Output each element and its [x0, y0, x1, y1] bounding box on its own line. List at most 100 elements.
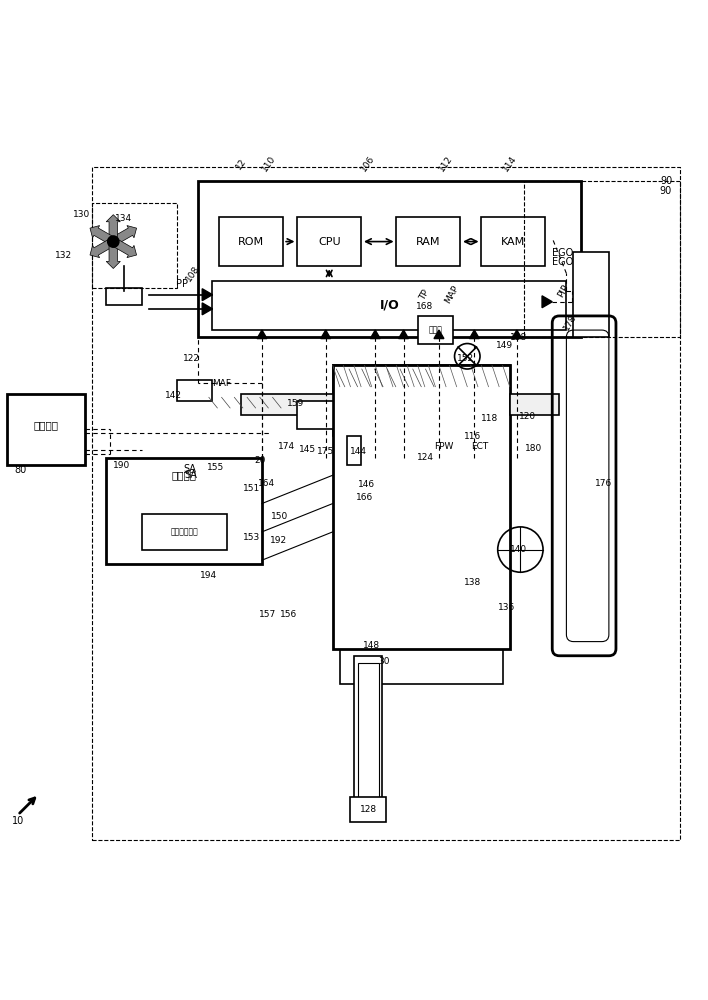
FancyArrow shape: [111, 238, 137, 258]
Text: EGO: EGO: [552, 248, 573, 258]
Text: 158: 158: [510, 333, 527, 342]
Text: 145: 145: [299, 445, 316, 454]
Bar: [219, 217, 283, 266]
Bar: [573, 252, 609, 337]
Text: FPW: FPW: [434, 442, 454, 451]
Text: 116: 116: [464, 432, 481, 441]
Text: 128: 128: [360, 805, 377, 814]
Text: 118: 118: [481, 414, 498, 423]
Polygon shape: [202, 303, 212, 315]
Text: ROM: ROM: [239, 237, 264, 247]
Text: 20: 20: [255, 456, 266, 465]
Text: 192: 192: [270, 536, 287, 545]
Polygon shape: [202, 289, 212, 301]
Polygon shape: [512, 330, 522, 339]
Text: 点火系统: 点火系统: [171, 470, 197, 480]
Bar: [198, 181, 581, 337]
Text: 10: 10: [11, 816, 24, 826]
Text: 140: 140: [510, 545, 527, 554]
Bar: [333, 365, 510, 649]
Text: SA: SA: [183, 464, 196, 474]
Bar: [358, 663, 379, 801]
Text: 190: 190: [113, 461, 130, 470]
Text: 12: 12: [234, 156, 248, 171]
Bar: [350, 797, 386, 822]
Polygon shape: [257, 330, 267, 339]
Bar: [106, 288, 142, 305]
Bar: [396, 217, 460, 266]
Text: PP: PP: [176, 279, 188, 289]
Bar: [347, 436, 361, 465]
Text: 108: 108: [185, 264, 202, 283]
Bar: [7, 394, 85, 465]
FancyArrow shape: [90, 226, 115, 245]
Text: 149: 149: [496, 341, 513, 350]
Bar: [481, 217, 545, 266]
Text: 155: 155: [207, 463, 224, 472]
Text: 90: 90: [659, 186, 671, 196]
Text: 176: 176: [595, 479, 612, 488]
Text: 194: 194: [200, 571, 217, 580]
Polygon shape: [469, 330, 479, 339]
Text: 168: 168: [416, 302, 433, 311]
Bar: [510, 394, 559, 415]
Text: ECT: ECT: [471, 442, 488, 451]
Bar: [418, 316, 453, 344]
Circle shape: [108, 236, 119, 247]
Text: SA: SA: [185, 470, 198, 480]
Text: 175: 175: [317, 447, 334, 456]
Text: 120: 120: [519, 412, 536, 421]
Bar: [340, 627, 503, 684]
Text: 178: 178: [561, 313, 578, 332]
Text: 离子感测模块: 离子感测模块: [170, 527, 198, 536]
Text: MAP: MAP: [443, 284, 460, 305]
Text: EGO: EGO: [552, 257, 573, 267]
Text: MAF: MAF: [212, 379, 232, 388]
Bar: [142, 514, 227, 550]
Text: 146: 146: [358, 480, 375, 489]
Text: 153: 153: [243, 533, 260, 542]
Polygon shape: [321, 330, 331, 339]
Bar: [106, 458, 262, 564]
Text: 110: 110: [261, 154, 278, 173]
Text: 157: 157: [259, 610, 276, 619]
Text: 144: 144: [350, 447, 367, 456]
Text: 166: 166: [356, 493, 373, 502]
Text: 114: 114: [501, 154, 518, 173]
Bar: [177, 380, 212, 401]
Text: 122: 122: [183, 354, 200, 363]
FancyArrow shape: [106, 242, 120, 268]
Text: 112: 112: [438, 154, 455, 173]
Bar: [297, 217, 361, 266]
Text: 124: 124: [417, 453, 434, 462]
Text: 132: 132: [55, 251, 72, 260]
Text: 142: 142: [165, 391, 182, 400]
Text: 80: 80: [14, 465, 26, 475]
Polygon shape: [542, 296, 552, 308]
Text: 164: 164: [258, 479, 275, 488]
Bar: [212, 281, 566, 330]
Text: 106: 106: [360, 154, 377, 173]
Text: 90: 90: [661, 176, 673, 186]
Bar: [524, 181, 680, 337]
Bar: [241, 394, 333, 415]
Bar: [92, 203, 177, 288]
Text: 138: 138: [464, 578, 481, 587]
Text: 30: 30: [379, 657, 390, 666]
Text: 148: 148: [363, 641, 380, 650]
Bar: [297, 401, 333, 429]
Text: 驱动器: 驱动器: [428, 326, 442, 335]
Text: 156: 156: [280, 610, 297, 619]
Text: CPU: CPU: [318, 237, 341, 247]
Text: PIP: PIP: [556, 283, 570, 299]
Text: 130: 130: [73, 210, 90, 219]
Bar: [333, 365, 510, 436]
FancyArrow shape: [106, 215, 120, 242]
Text: 150: 150: [271, 512, 288, 521]
Bar: [354, 656, 382, 804]
Polygon shape: [434, 330, 444, 339]
FancyArrow shape: [90, 238, 115, 258]
Text: 134: 134: [115, 214, 132, 223]
Bar: [375, 571, 467, 606]
Bar: [368, 429, 474, 642]
